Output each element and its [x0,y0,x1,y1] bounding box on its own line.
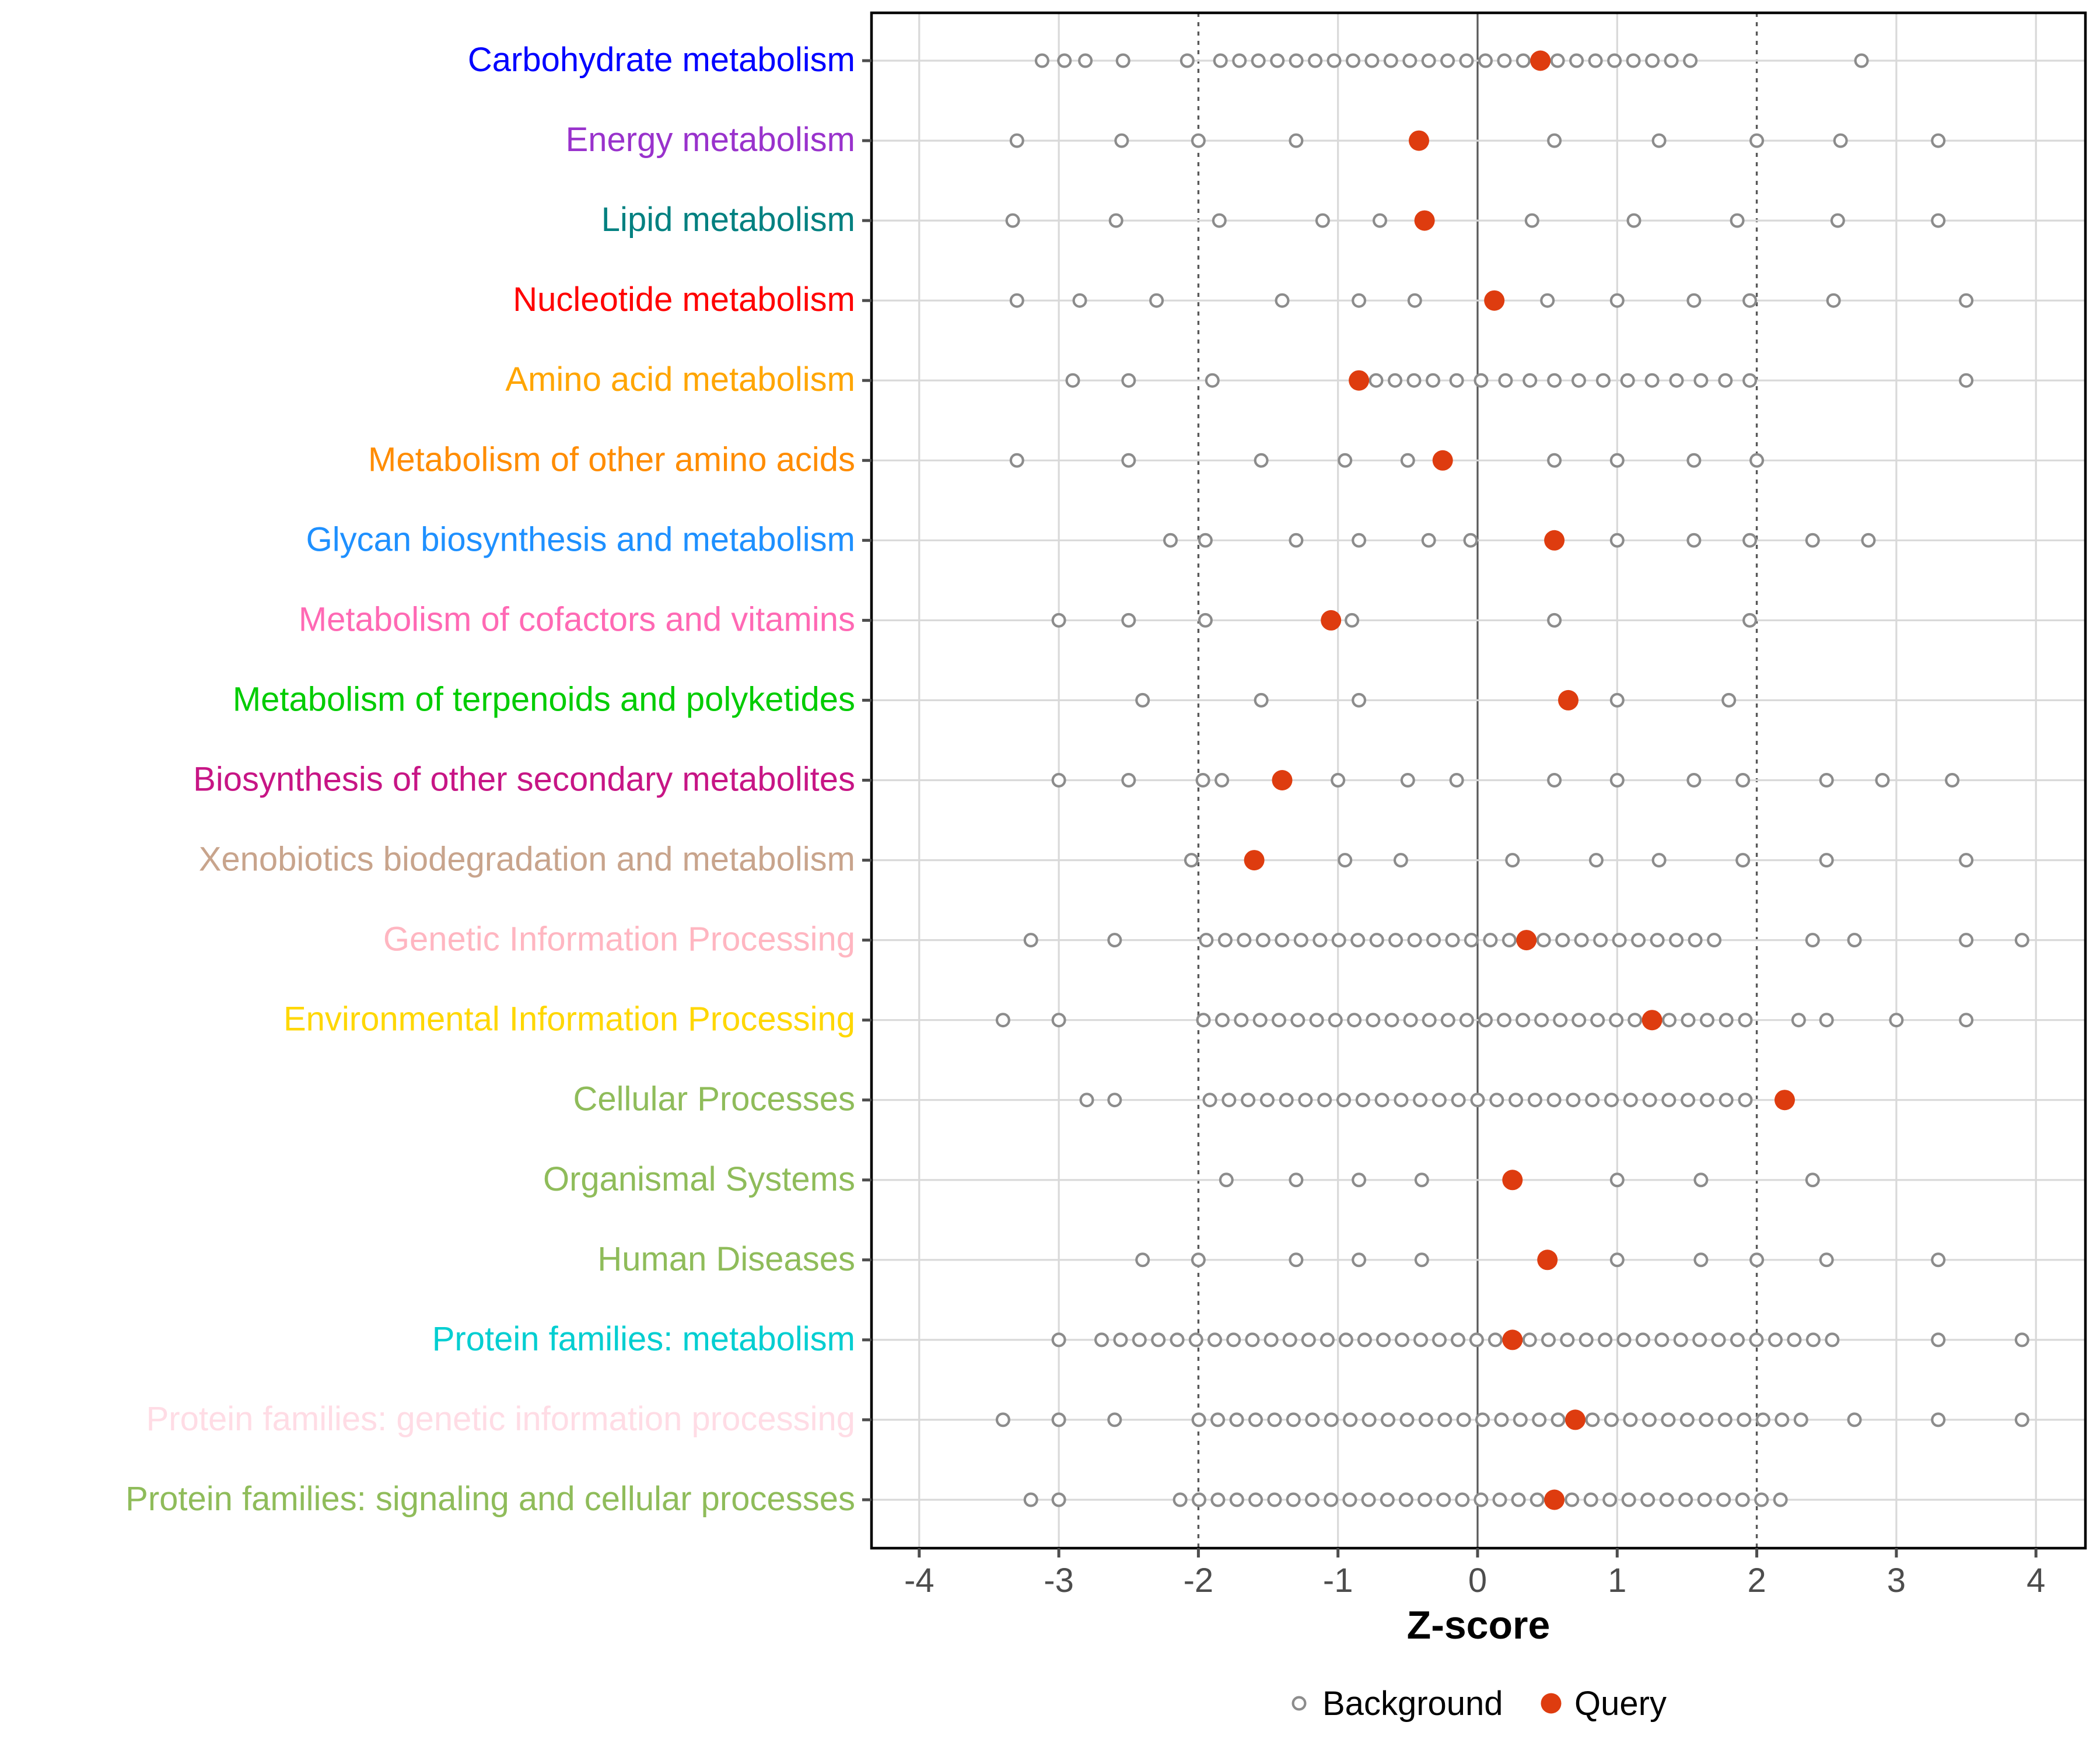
svg-text:-4: -4 [904,1562,935,1600]
svg-text:Amino acid metabolism: Amino acid metabolism [505,360,855,398]
svg-text:Protein families: genetic info: Protein families: genetic information pr… [146,1400,855,1438]
svg-text:Glycan biosynthesis and metabo: Glycan biosynthesis and metabolism [306,520,855,558]
svg-text:Environmental Information Proc: Environmental Information Processing [284,1000,855,1038]
svg-text:Nucleotide metabolism: Nucleotide metabolism [513,281,855,318]
svg-text:-2: -2 [1184,1562,1214,1600]
svg-text:Human Diseases: Human Diseases [597,1240,855,1278]
svg-text:Carbohydrate metabolism: Carbohydrate metabolism [468,41,855,79]
svg-text:2: 2 [1747,1562,1766,1600]
svg-text:-3: -3 [1044,1562,1074,1600]
svg-text:Cellular Processes: Cellular Processes [573,1080,855,1118]
svg-text:-1: -1 [1323,1562,1353,1600]
svg-text:Background: Background [1322,1685,1503,1723]
svg-text:0: 0 [1468,1562,1487,1600]
svg-text:Xenobiotics biodegradation and: Xenobiotics biodegradation and metabolis… [199,841,855,878]
svg-text:Z-score: Z-score [1407,1603,1550,1647]
svg-text:Organismal Systems: Organismal Systems [543,1160,855,1198]
svg-text:3: 3 [1887,1562,1906,1600]
svg-text:Biosynthesis of other secondar: Biosynthesis of other secondary metaboli… [193,761,855,799]
svg-text:Energy metabolism: Energy metabolism [566,121,855,159]
svg-text:Protein families: metabolism: Protein families: metabolism [432,1320,855,1358]
svg-text:Metabolism of cofactors and vi: Metabolism of cofactors and vitamins [299,600,855,638]
svg-text:Genetic Information Processing: Genetic Information Processing [383,921,855,958]
svg-text:Lipid metabolism: Lipid metabolism [601,201,855,239]
svg-text:Query: Query [1574,1685,1667,1723]
svg-text:4: 4 [2027,1562,2045,1600]
svg-text:Protein families: signaling an: Protein families: signaling and cellular… [125,1480,855,1518]
svg-text:Metabolism of terpenoids and p: Metabolism of terpenoids and polyketides [233,680,855,718]
svg-text:Metabolism of other amino acid: Metabolism of other amino acids [368,440,855,478]
svg-text:1: 1 [1608,1562,1626,1600]
